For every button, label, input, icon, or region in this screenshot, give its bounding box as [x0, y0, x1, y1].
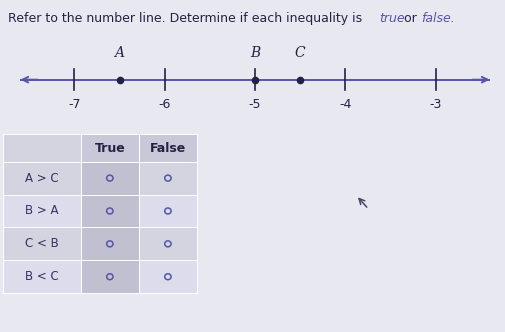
Text: C < B: C < B — [25, 237, 59, 250]
Bar — [139, 162, 197, 195]
Text: -3: -3 — [429, 98, 442, 111]
Bar — [3, 227, 81, 260]
Text: A > C: A > C — [25, 172, 59, 185]
Bar — [81, 134, 139, 162]
Text: B: B — [250, 46, 260, 60]
Text: True: True — [94, 141, 125, 155]
Text: C: C — [295, 46, 306, 60]
Bar — [3, 162, 81, 195]
Bar — [81, 162, 139, 195]
Text: False: False — [150, 141, 186, 155]
Bar — [81, 227, 139, 260]
Bar — [3, 134, 81, 162]
Text: A: A — [115, 46, 125, 60]
Bar — [3, 260, 81, 293]
Text: B < C: B < C — [25, 270, 59, 283]
Text: true: true — [379, 12, 405, 25]
Text: -5: -5 — [249, 98, 261, 111]
Bar — [81, 195, 139, 227]
Text: -4: -4 — [339, 98, 351, 111]
Bar — [81, 260, 139, 293]
Text: false.: false. — [421, 12, 454, 25]
Text: or: or — [400, 12, 421, 25]
Text: -6: -6 — [159, 98, 171, 111]
Text: Refer to the number line. Determine if each inequality is: Refer to the number line. Determine if e… — [8, 12, 366, 25]
Bar — [139, 134, 197, 162]
Bar — [139, 195, 197, 227]
Bar — [3, 195, 81, 227]
Bar — [139, 227, 197, 260]
Text: B > A: B > A — [25, 205, 59, 217]
Text: -7: -7 — [68, 98, 81, 111]
Bar — [139, 260, 197, 293]
